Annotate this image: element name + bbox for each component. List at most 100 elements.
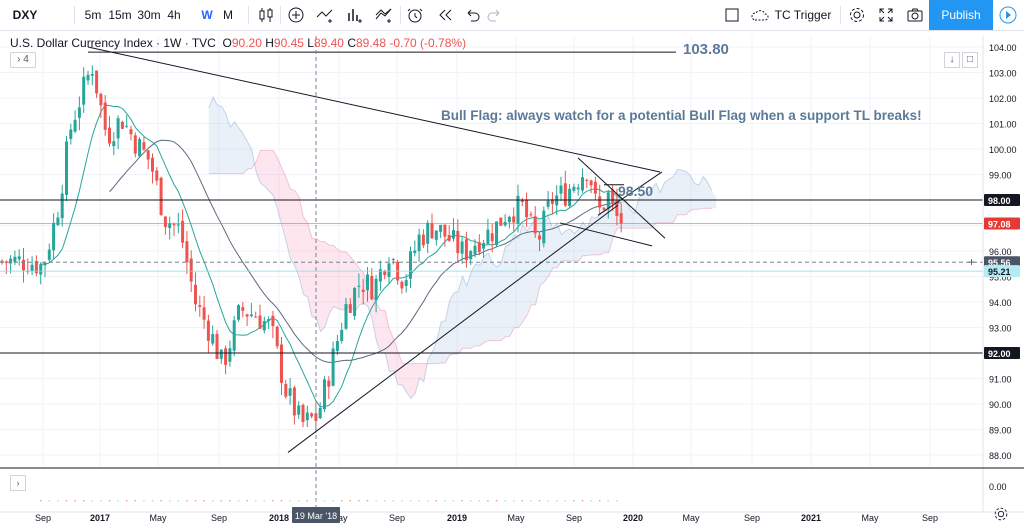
interval-15m[interactable]: 15m	[108, 8, 132, 22]
redo-icon[interactable]	[485, 5, 505, 25]
layout-name[interactable]: TC Trigger	[774, 8, 832, 22]
publish-button[interactable]: Publish	[929, 0, 993, 30]
interval-m[interactable]: M	[223, 8, 233, 22]
candle-body	[374, 278, 378, 301]
candle-body	[86, 74, 90, 81]
alert-clock-icon[interactable]	[405, 5, 425, 25]
scale-down-button[interactable]: ↓	[944, 52, 960, 68]
price-chart[interactable]: 104.00 103.00 102.00 101.00 100.00 99.00 98.00…	[0, 30, 1024, 527]
cloud-segment	[389, 329, 394, 372]
interval-30m[interactable]: 30m	[137, 8, 161, 22]
cloud-segment	[337, 249, 343, 311]
lower-pane-toggle[interactable]: ›	[10, 475, 26, 491]
volume-mark	[263, 500, 265, 502]
toolbar-divider	[248, 6, 249, 24]
candle-body	[615, 200, 619, 217]
toolbar-divider	[74, 6, 75, 24]
candles-icon[interactable]	[256, 5, 276, 25]
financials-icon[interactable]	[345, 5, 365, 25]
candle-body	[391, 259, 395, 261]
annotation-top-level[interactable]: 103.80	[683, 41, 729, 58]
volume-mark	[332, 500, 334, 502]
cloud-segment	[479, 256, 485, 346]
volume-mark	[538, 500, 541, 502]
candle-body	[125, 125, 129, 127]
add-indicator-icon[interactable]	[286, 5, 306, 25]
flag-line	[577, 157, 666, 239]
cloud-segment	[496, 263, 502, 341]
candle-body	[99, 93, 103, 106]
volume-mark	[220, 500, 222, 502]
cloud-segment	[707, 182, 712, 209]
cloud-segment	[535, 218, 540, 305]
volume-mark	[478, 500, 480, 502]
settings-icon[interactable]	[847, 5, 867, 25]
volume-mark	[556, 500, 558, 502]
compare-icon[interactable]	[374, 5, 394, 25]
camera-icon[interactable]	[905, 5, 925, 25]
candle-body	[383, 271, 387, 276]
fullscreen-icon[interactable]	[876, 5, 896, 25]
volume-mark	[83, 500, 85, 502]
candle-body	[409, 251, 412, 279]
annotation-bull-flag-note[interactable]: Bull Flag: always watch for a potential …	[441, 108, 922, 123]
cloud-segment	[234, 121, 239, 174]
interval-4h[interactable]: 4h	[167, 8, 181, 22]
volume-mark	[117, 500, 119, 502]
candle-body	[490, 233, 494, 242]
volume-mark	[237, 500, 240, 502]
cloud-segment	[213, 97, 218, 174]
candle-body	[34, 261, 38, 274]
volume-mark	[573, 500, 575, 502]
candle-body	[284, 383, 288, 397]
crosshair-time-label: 19 Mar '18	[295, 511, 337, 521]
candle-body	[305, 412, 309, 421]
volume-mark	[169, 500, 171, 502]
interval-5m[interactable]: 5m	[84, 8, 102, 22]
cloud-segment	[230, 121, 235, 174]
interval-w[interactable]: W	[201, 8, 213, 22]
cloud-segment	[449, 292, 454, 356]
layout-icon[interactable]	[722, 5, 742, 25]
candle-body	[572, 186, 576, 191]
indicators-toggle[interactable]: › 4	[10, 52, 36, 68]
cloud-segment	[221, 106, 227, 174]
legend-change: -0.70 (-0.78%)	[389, 36, 467, 50]
candle-body	[120, 121, 124, 129]
candle-body	[185, 241, 189, 263]
cloud-segment	[690, 175, 695, 211]
gear-icon[interactable]	[992, 505, 1010, 523]
candle-body	[529, 214, 533, 216]
cloud-segment	[217, 105, 222, 174]
candle-body	[254, 316, 258, 318]
candle-body	[404, 280, 408, 286]
volume-mark	[160, 500, 162, 502]
maximize-pane-button[interactable]: □	[962, 52, 978, 68]
volume-mark	[349, 500, 351, 502]
candle-body	[507, 216, 511, 223]
undo-icon[interactable]	[462, 5, 482, 25]
indicators-icon[interactable]	[315, 5, 335, 25]
cloud-segment	[492, 263, 497, 341]
publish-options[interactable]	[993, 0, 1024, 30]
candle-body	[546, 200, 550, 207]
symbol-search[interactable]: DXY	[12, 8, 38, 22]
candle-body	[310, 413, 314, 417]
cloud-segment	[531, 218, 536, 305]
annotation-flag-level[interactable]: 98.50	[618, 183, 654, 199]
cloud-segment	[621, 199, 626, 229]
replay-icon[interactable]	[435, 5, 455, 25]
candle-body	[219, 349, 223, 359]
volume-mark	[272, 500, 274, 502]
cloud-segment	[277, 158, 282, 226]
price-tick-label: 89.00	[989, 426, 1012, 436]
candle-body	[533, 216, 537, 234]
volume-mark	[470, 500, 472, 502]
candle-body	[112, 141, 116, 147]
cloud-segment	[544, 216, 549, 282]
candle-body	[176, 224, 180, 226]
volume-mark	[495, 500, 498, 502]
cloud-segment	[316, 238, 321, 332]
candle-body	[598, 196, 602, 208]
cloud-segment	[307, 223, 313, 318]
